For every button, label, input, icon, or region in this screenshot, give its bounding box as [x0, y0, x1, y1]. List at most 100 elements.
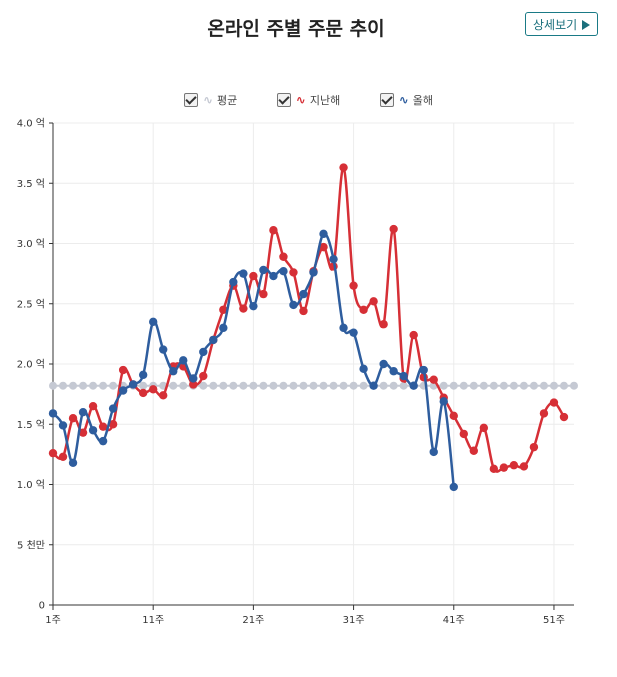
- avg-point: [89, 381, 98, 390]
- this-year-point: [279, 267, 288, 276]
- avg-point: [399, 381, 408, 390]
- this-year-point: [389, 367, 398, 376]
- avg-point: [209, 381, 218, 390]
- last-year-point: [499, 463, 509, 472]
- last-year-point: [409, 330, 418, 340]
- avg-point: [249, 381, 258, 390]
- chart-legend: ∿ 평균 ∿ 지난해 ∿ 올해: [0, 92, 617, 110]
- avg-point: [449, 381, 458, 390]
- avg-point: [49, 381, 57, 390]
- this-year-point: [48, 409, 58, 418]
- this-year-point: [179, 356, 188, 365]
- checkbox-icon[interactable]: [183, 93, 198, 107]
- avg-point: [109, 381, 118, 390]
- avg-point: [519, 381, 528, 390]
- x-tick-label: 11주: [142, 615, 164, 626]
- this-year-point: [259, 265, 268, 275]
- avg-point: [529, 381, 538, 390]
- avg-point: [259, 381, 268, 390]
- last-year-point: [199, 371, 208, 381]
- x-tick-label: 41주: [443, 615, 465, 626]
- last-year-point: [259, 289, 268, 299]
- last-year-point: [159, 391, 168, 400]
- last-year-point: [539, 409, 549, 418]
- avg-point: [169, 381, 178, 390]
- last-year-point: [479, 423, 489, 433]
- this-year-point: [169, 367, 178, 376]
- x-tick-label: 51주: [543, 615, 565, 626]
- detail-button[interactable]: 상세보기: [525, 12, 599, 36]
- avg-point: [469, 381, 478, 390]
- avg-point: [339, 381, 348, 390]
- avg-point: [329, 381, 338, 390]
- y-tick-label: 5 천만: [17, 539, 45, 551]
- this-year-point: [309, 268, 318, 277]
- last-year-point: [519, 462, 529, 471]
- avg-point: [389, 381, 398, 390]
- this-year-point: [78, 408, 88, 417]
- avg-point: [509, 381, 518, 390]
- this-year-point: [209, 335, 218, 345]
- this-year-point: [98, 436, 108, 446]
- this-year-point: [199, 347, 208, 357]
- last-year-point: [249, 271, 258, 281]
- avg-point: [559, 381, 568, 390]
- avg-point: [59, 381, 68, 390]
- this-year-point: [429, 447, 438, 457]
- y-tick-label: 3.5 억: [17, 178, 45, 190]
- this-year-point: [68, 458, 78, 468]
- last-year-point: [48, 448, 58, 458]
- checkbox-icon[interactable]: [379, 93, 394, 107]
- x-tick-label: 21주: [242, 615, 264, 626]
- avg-point: [299, 381, 308, 390]
- avg-point: [99, 381, 108, 390]
- last-year-point: [219, 305, 228, 314]
- y-tick-label: 3.0 억: [17, 238, 45, 250]
- this-year-point: [359, 364, 368, 374]
- y-tick-label: 2.5 억: [17, 298, 45, 310]
- avg-point: [279, 381, 288, 390]
- play-arrow-icon: [582, 20, 591, 30]
- avg-point: [79, 381, 88, 390]
- last-year-point: [299, 306, 308, 316]
- avg-point: [459, 381, 468, 390]
- legend-item-this-year[interactable]: ∿ 올해: [379, 92, 433, 108]
- this-year-point: [399, 371, 408, 381]
- last-year-point: [269, 226, 278, 235]
- this-year-point: [409, 381, 418, 390]
- this-year-point: [118, 386, 128, 395]
- legend-item-avg[interactable]: ∿ 평균: [183, 92, 238, 108]
- legend-label: 지난해: [309, 94, 341, 107]
- this-year-point: [439, 397, 448, 406]
- checkbox-icon[interactable]: [276, 93, 291, 107]
- this-year-point: [349, 328, 358, 337]
- last-year-point: [559, 412, 569, 422]
- last-year-point: [98, 422, 108, 431]
- last-year-point: [449, 411, 458, 421]
- avg-point: [549, 381, 558, 390]
- last-year-point: [369, 297, 378, 306]
- this-year-point: [108, 404, 118, 413]
- avg-point: [439, 381, 448, 390]
- this-year-point: [339, 323, 348, 333]
- last-year-point: [138, 388, 148, 398]
- series-line-icon: ∿: [398, 93, 409, 107]
- this-year-point: [379, 359, 388, 369]
- last-year-point: [148, 385, 158, 394]
- avg-point: [319, 381, 328, 390]
- last-year-point: [279, 252, 288, 261]
- avg-point: [379, 381, 388, 390]
- x-tick-label: 1주: [45, 615, 61, 626]
- last-year-point: [529, 442, 539, 452]
- this-year-point: [449, 482, 458, 492]
- last-year-point: [389, 224, 398, 234]
- last-year-point: [469, 446, 479, 455]
- this-year-point: [159, 345, 168, 354]
- this-year-point: [88, 426, 98, 435]
- this-year-point: [189, 374, 198, 383]
- y-tick-label: 2.0 억: [17, 359, 45, 371]
- legend-label: 평균: [217, 94, 238, 107]
- this-year-point: [319, 229, 328, 239]
- legend-item-last-year[interactable]: ∿ 지난해: [276, 92, 341, 108]
